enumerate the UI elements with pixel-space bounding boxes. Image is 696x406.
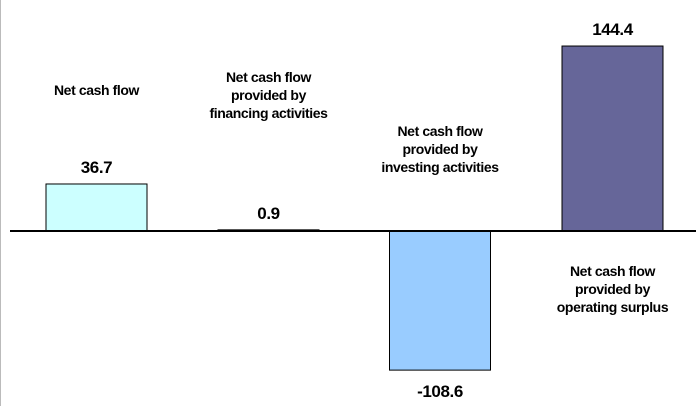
category-label: Net cash flow (53, 82, 140, 98)
bar (45, 183, 148, 232)
bar (561, 45, 664, 232)
category-label: Net cash flow provided by investing acti… (381, 123, 499, 175)
category-label: Net cash flow provided by financing acti… (209, 69, 328, 121)
value-label: 0.9 (257, 203, 280, 223)
value-label: 144.4 (592, 20, 633, 40)
value-label: -108.6 (417, 382, 463, 402)
bar (389, 230, 491, 371)
value-label: 36.7 (80, 157, 113, 177)
category-label: Net cash flow provided by operating surp… (556, 263, 669, 315)
